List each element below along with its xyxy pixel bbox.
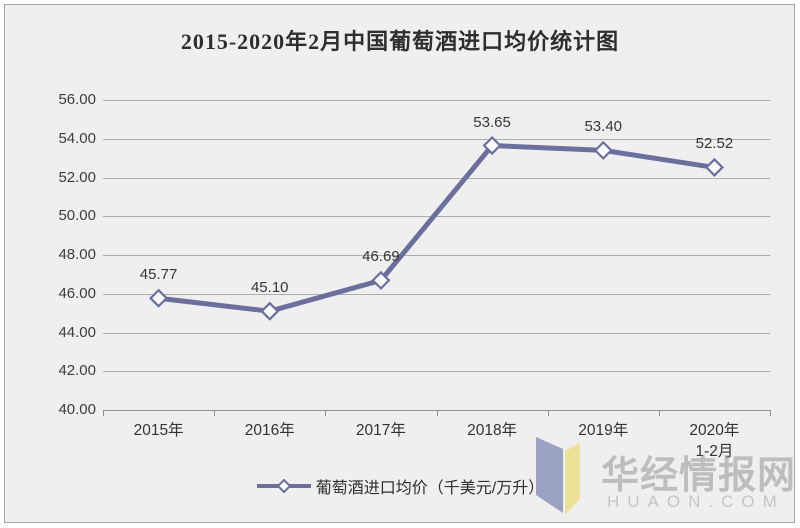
x-tick-label: 2018年 [467, 422, 518, 439]
x-tick-mark [658, 410, 660, 416]
x-tick-label: 2015年 [133, 422, 184, 439]
x-tick-label: 2019年 [578, 422, 629, 439]
gridline [103, 332, 770, 334]
data-point-marker [482, 135, 502, 156]
y-tick-label: 54.00 [58, 129, 96, 147]
y-tick-label: 46.00 [58, 284, 96, 302]
x-tick-mark [436, 410, 438, 416]
y-tick-label: 56.00 [58, 91, 96, 108]
gridline [103, 255, 770, 256]
data-point-label: 53.65 [473, 113, 511, 131]
legend: 葡萄酒进口均价（千美元/万升） [0, 474, 800, 498]
data-point-label: 45.77 [139, 266, 178, 284]
gridline [103, 371, 770, 373]
y-tick-label: 48.00 [58, 246, 96, 263]
chart-title: 2015-2020年2月中国葡萄酒进口均价统计图 [180, 29, 620, 54]
y-tick-label: 52.00 [58, 168, 96, 186]
data-point-label: 45.10 [250, 279, 289, 297]
x-tick-mark [214, 410, 216, 416]
x-tick-mark [547, 410, 549, 416]
data-point-marker [260, 301, 280, 321]
data-point-marker [371, 270, 391, 290]
gridline [103, 293, 770, 295]
y-tick-label: 50.00 [58, 207, 96, 225]
gridline [103, 138, 770, 140]
y-tick-label: 44.00 [58, 323, 96, 341]
x-tick-label: 2020年 1-2月 [659, 420, 769, 462]
data-point-label: 46.69 [362, 248, 400, 266]
data-point-marker [149, 288, 169, 308]
x-tick-label: 2017年 [355, 422, 406, 439]
y-tick-label: 42.00 [58, 362, 96, 380]
gridline [103, 100, 770, 101]
legend-label: 葡萄酒进口均价（千美元/万升） [315, 480, 545, 497]
legend-line-marker-icon [256, 479, 311, 493]
x-tick-mark [325, 410, 327, 416]
data-point-label: 52.52 [695, 135, 734, 153]
data-point-marker [704, 157, 724, 177]
chart-frame [4, 4, 795, 523]
data-point-label: 53.40 [584, 118, 623, 136]
x-tick-sublabel: 1-2月 [695, 443, 734, 460]
y-tick-label: 40.00 [58, 401, 96, 418]
gridline [103, 177, 770, 179]
x-tick-label: 2016年 [244, 422, 295, 439]
x-tick-mark [770, 410, 771, 416]
data-point-marker [593, 140, 613, 160]
x-tick-mark [103, 410, 104, 416]
